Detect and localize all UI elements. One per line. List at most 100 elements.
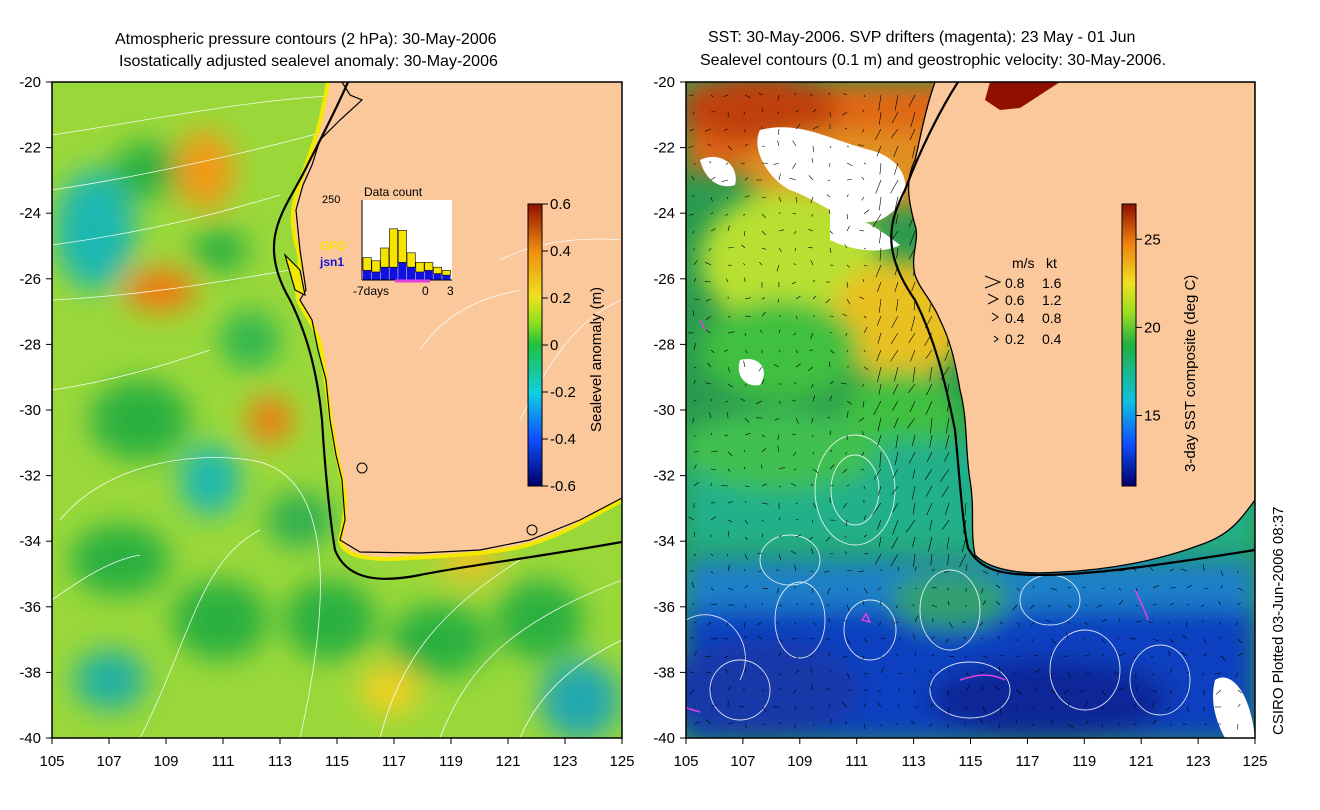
inset-legend-jsn1: jsn1 <box>319 255 344 269</box>
velocity-vector <box>928 723 933 727</box>
velocity-vector <box>880 637 886 640</box>
velocity-vector <box>925 349 933 360</box>
velocity-vector <box>810 213 814 217</box>
velocity-vector <box>878 536 882 547</box>
inset-bar-jsn1 <box>371 272 381 280</box>
velocity-vector <box>1235 621 1239 626</box>
velocity-vector <box>1215 689 1222 695</box>
velocity-vector <box>825 536 831 542</box>
velocity-vector <box>879 111 882 125</box>
velocity-legend-row2-kt: 1.2 <box>1042 292 1062 308</box>
velocity-vector <box>727 564 730 572</box>
velocity-vector <box>1118 723 1121 726</box>
velocity-vector <box>1237 703 1241 708</box>
velocity-vector <box>776 569 780 572</box>
velocity-vector <box>778 516 781 521</box>
velocity-vector <box>829 247 832 253</box>
velocity-vector <box>740 398 746 402</box>
velocity-vector <box>844 128 848 130</box>
velocity-vector <box>1067 604 1072 608</box>
velocity-vector <box>1219 636 1222 640</box>
velocity-vector <box>874 128 882 141</box>
right-x-tick-label: 117 <box>1015 753 1039 770</box>
inset-bar-jsn1 <box>433 273 442 280</box>
velocity-vector <box>826 587 831 595</box>
velocity-vector <box>959 553 967 568</box>
velocity-vector <box>808 175 814 181</box>
inset-bar-jsn1 <box>398 262 407 280</box>
velocity-vector <box>743 569 746 572</box>
velocity-vector <box>861 196 865 201</box>
velocity-vector <box>980 637 984 640</box>
velocity-vector <box>812 395 816 402</box>
velocity-vector <box>810 483 814 487</box>
velocity-vector <box>777 111 780 115</box>
velocity-vector <box>705 329 712 334</box>
velocity-vector <box>778 638 783 643</box>
velocity-vector <box>692 417 695 424</box>
velocity-vector <box>981 685 984 691</box>
velocity-vector <box>727 225 730 232</box>
velocity-vector <box>1181 651 1188 657</box>
velocity-vector <box>845 451 848 455</box>
velocity-vector <box>778 212 781 215</box>
velocity-vector <box>793 263 797 266</box>
velocity-vector <box>1066 632 1069 640</box>
velocity-vector <box>778 400 781 404</box>
velocity-vector <box>846 178 852 181</box>
velocity-vector <box>693 298 700 300</box>
inset-bar-gfo <box>406 252 416 268</box>
velocity-vector <box>778 688 781 691</box>
velocity-vector <box>1101 618 1107 623</box>
right-y-tick-label: -32 <box>653 468 675 485</box>
velocity-vector <box>710 570 714 574</box>
left-colorbar-tick-label: 0.2 <box>550 290 571 307</box>
velocity-vector <box>878 298 882 313</box>
velocity-vector <box>1152 719 1157 725</box>
velocity-vector <box>825 687 831 691</box>
left-land-contours <box>419 238 622 421</box>
inset-bar-gfo <box>397 230 407 263</box>
velocity-vector <box>794 564 797 572</box>
velocity-vector <box>1016 655 1020 657</box>
velocity-vector <box>791 433 797 436</box>
velocity-vector <box>727 366 731 373</box>
velocity-vector <box>790 482 797 487</box>
velocity-vector <box>710 450 718 453</box>
velocity-vector <box>982 600 987 606</box>
velocity-vector <box>744 536 748 541</box>
left-colorbar <box>527 203 543 487</box>
velocity-vector <box>727 722 734 725</box>
velocity-vector <box>878 621 882 626</box>
left-shark-bay <box>283 252 306 297</box>
velocity-vector <box>795 196 797 203</box>
velocity-vector <box>846 569 853 572</box>
velocity-vector <box>891 485 899 495</box>
velocity-vector <box>846 638 852 645</box>
velocity-vector <box>693 379 696 385</box>
velocity-vector <box>930 703 933 708</box>
velocity-vector <box>710 94 714 98</box>
left-x-tick-label: 105 <box>39 753 64 770</box>
velocity-vector <box>743 449 746 453</box>
velocity-vector <box>743 263 746 266</box>
velocity-vector <box>926 383 933 396</box>
velocity-vector <box>1016 621 1021 627</box>
velocity-vector <box>893 145 899 157</box>
velocity-vector <box>705 719 712 725</box>
velocity-vector <box>689 213 695 216</box>
velocity-vector <box>890 349 899 362</box>
left-colorbar-tick-label: -0.6 <box>550 478 576 495</box>
velocity-vector <box>693 651 697 657</box>
velocity-vector <box>1100 671 1103 674</box>
velocity-vector <box>846 349 849 353</box>
inset-bar-jsn1 <box>363 270 372 280</box>
velocity-vector <box>1169 689 1173 694</box>
velocity-vector <box>690 637 695 640</box>
velocity-vector <box>708 247 712 252</box>
velocity-vector <box>897 688 900 691</box>
velocity-vector <box>1135 686 1137 691</box>
velocity-vector <box>863 587 868 594</box>
velocity-vector <box>912 502 916 515</box>
velocity-vector <box>828 704 831 708</box>
